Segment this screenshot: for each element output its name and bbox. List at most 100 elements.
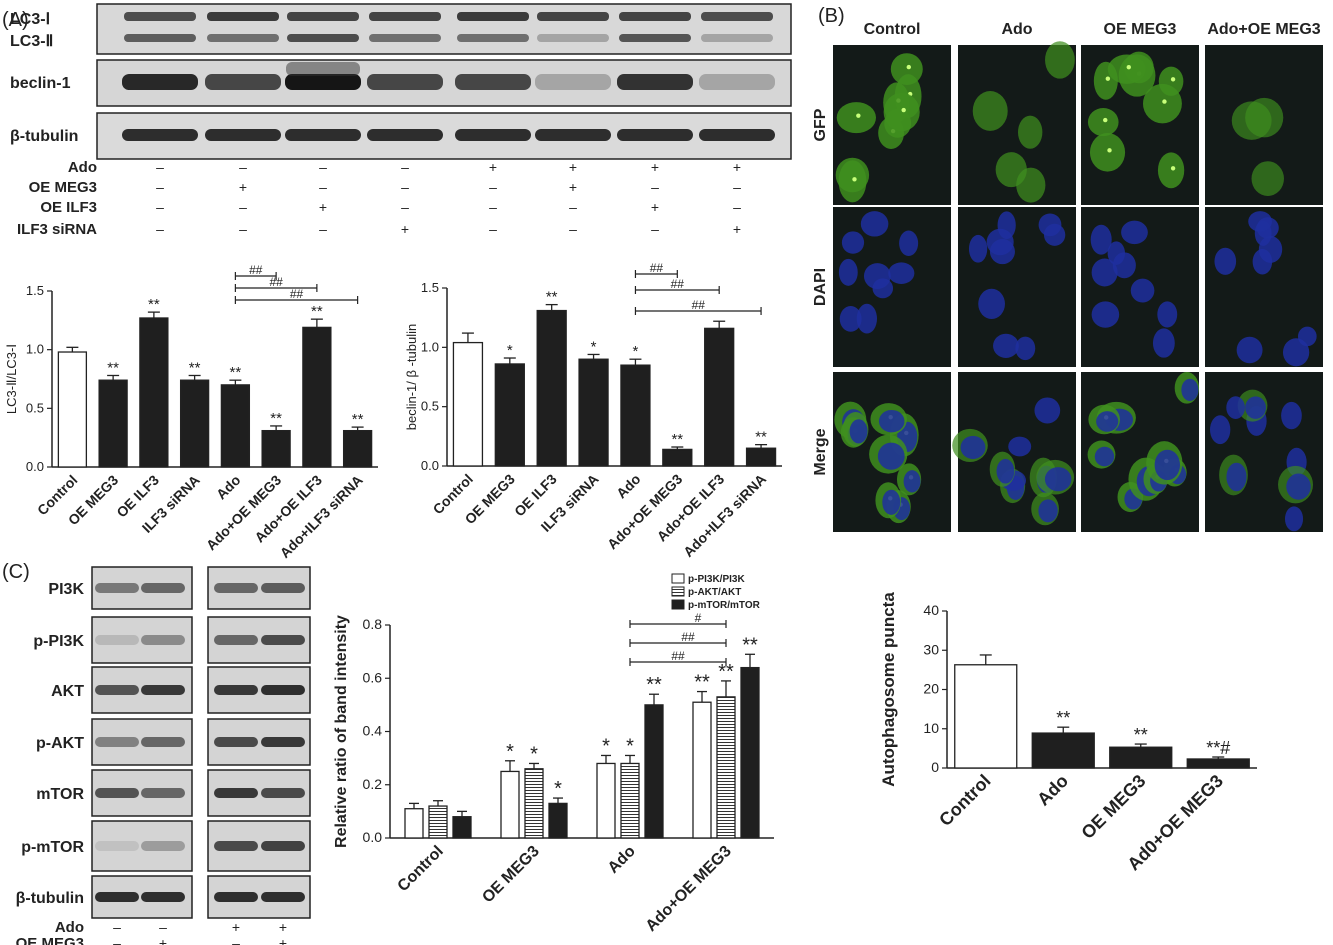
blot-frame	[91, 820, 193, 872]
band-beclin	[699, 74, 775, 90]
y-tick-label: 30	[923, 641, 939, 657]
bar	[596, 762, 616, 839]
band	[141, 892, 185, 902]
column-label: OE MEG3	[1104, 21, 1177, 38]
autophagosome-chart: 0 10 20 30 40 Autophagosome puncta Control ** Ad…	[879, 592, 1257, 874]
western-blot-c: PI3K p-PI3K AKT p-AKT mTOR p-mTOR β-tubulin Ado…	[16, 566, 311, 945]
dapi-nucleus	[1008, 436, 1032, 457]
dapi-nucleus	[1038, 499, 1058, 523]
gfp-cell	[1231, 101, 1272, 140]
dapi-nucleus	[878, 409, 905, 433]
band	[141, 685, 185, 695]
treatment-sign: –	[733, 179, 741, 195]
treatment-label: OE MEG3	[29, 179, 97, 196]
row-label: GFP	[812, 108, 829, 141]
band	[95, 685, 139, 695]
treatment-sign: –	[651, 221, 659, 237]
bracket-label: ##	[249, 263, 263, 277]
dapi-nucleus	[1157, 301, 1178, 328]
band	[141, 737, 185, 747]
bar	[1186, 758, 1250, 769]
treatment-sign: –	[319, 179, 327, 195]
gfp-cell	[1251, 161, 1284, 196]
dapi-nucleus	[882, 489, 901, 515]
bar	[745, 447, 777, 467]
column-label: Ado+OE MEG3	[1207, 21, 1320, 38]
significance-mark: *	[530, 743, 538, 765]
treatment-sign: +	[159, 935, 167, 945]
band	[214, 635, 258, 645]
treatment-sign: +	[733, 159, 741, 175]
row-label: AKT	[51, 683, 84, 700]
dapi-nucleus	[960, 435, 986, 460]
row-label: p-mTOR	[21, 839, 84, 856]
dapi-nucleus	[888, 262, 915, 284]
row-label: mTOR	[36, 786, 84, 803]
bar	[536, 309, 567, 467]
band	[261, 635, 305, 645]
band	[95, 583, 139, 593]
dapi-nucleus	[1181, 378, 1199, 401]
band-beclin	[535, 74, 611, 90]
puncta-dot	[1126, 64, 1131, 70]
band-lc3-i	[369, 12, 441, 21]
legend-swatch	[671, 573, 685, 584]
x-tick-label: Control	[395, 843, 447, 895]
row-label-beclin: beclin-1	[10, 75, 71, 92]
dapi-nucleus	[1034, 397, 1061, 424]
treatment-sign: +	[279, 935, 287, 945]
y-tick-label: 20	[923, 681, 939, 697]
panel-c-label: (C)	[2, 561, 30, 583]
dapi-nucleus	[1091, 301, 1120, 328]
gfp-cell	[1089, 133, 1126, 172]
row-label: DAPI	[812, 268, 829, 306]
y-axis-label: Autophagosome puncta	[879, 592, 898, 787]
y-tick-label: 0.5	[26, 400, 44, 415]
bar	[620, 762, 640, 839]
gfp-cell	[972, 91, 1008, 131]
treatment-sign: +	[401, 221, 409, 237]
band-beclin	[122, 74, 198, 90]
significance-mark: **	[1056, 708, 1070, 728]
legend-label: p-mTOR/mTOR	[688, 600, 761, 611]
band	[261, 841, 305, 851]
dapi-nucleus	[1214, 247, 1237, 275]
bar	[620, 364, 651, 467]
band	[141, 635, 185, 645]
legend-label: p-AKT/AKT	[688, 587, 741, 598]
y-tick-label: 0.0	[363, 829, 383, 845]
gfp-cell	[1087, 108, 1119, 137]
bar	[644, 704, 664, 839]
western-blot-a: LC3-Ⅰ LC3-Ⅱ beclin-1 β-tubulin Ado – – – – + + + + OE…	[10, 3, 792, 238]
dapi-nucleus	[1154, 449, 1181, 481]
puncta-dot	[901, 107, 906, 113]
treatment-sign: –	[239, 221, 247, 237]
treatment-sign: –	[401, 179, 409, 195]
band-tubulin	[535, 129, 611, 141]
band-beclin	[205, 74, 281, 90]
dapi-nucleus	[1044, 467, 1072, 492]
dapi-nucleus	[1096, 411, 1119, 432]
bar	[692, 701, 712, 839]
x-tick-label: OE MEG3	[479, 843, 543, 907]
treatment-sign: –	[319, 159, 327, 175]
dapi-nucleus	[839, 305, 862, 332]
significance-mark: **	[148, 296, 160, 313]
treatment-sign: –	[239, 199, 247, 215]
bar	[1031, 732, 1095, 769]
treatment-sign: –	[156, 159, 164, 175]
puncta-dot	[852, 177, 857, 182]
band-tubulin	[205, 129, 281, 141]
y-tick-label: 0	[931, 759, 939, 775]
dapi-nucleus	[978, 288, 1005, 319]
band-tubulin	[617, 129, 693, 141]
y-tick-label: 0.2	[363, 776, 383, 792]
dapi-nucleus	[841, 231, 865, 254]
band-beclin	[285, 74, 361, 90]
band-lc3-i	[619, 12, 691, 21]
treatment-sign: –	[489, 179, 497, 195]
x-tick-label: OE MEG3	[1077, 771, 1149, 843]
bar	[1109, 746, 1173, 769]
x-tick-label: Control	[935, 771, 994, 830]
fluorescence-images-b: Control Ado OE MEG3 Ado+OE MEG3 GFP DAPI Merge	[812, 21, 1323, 532]
